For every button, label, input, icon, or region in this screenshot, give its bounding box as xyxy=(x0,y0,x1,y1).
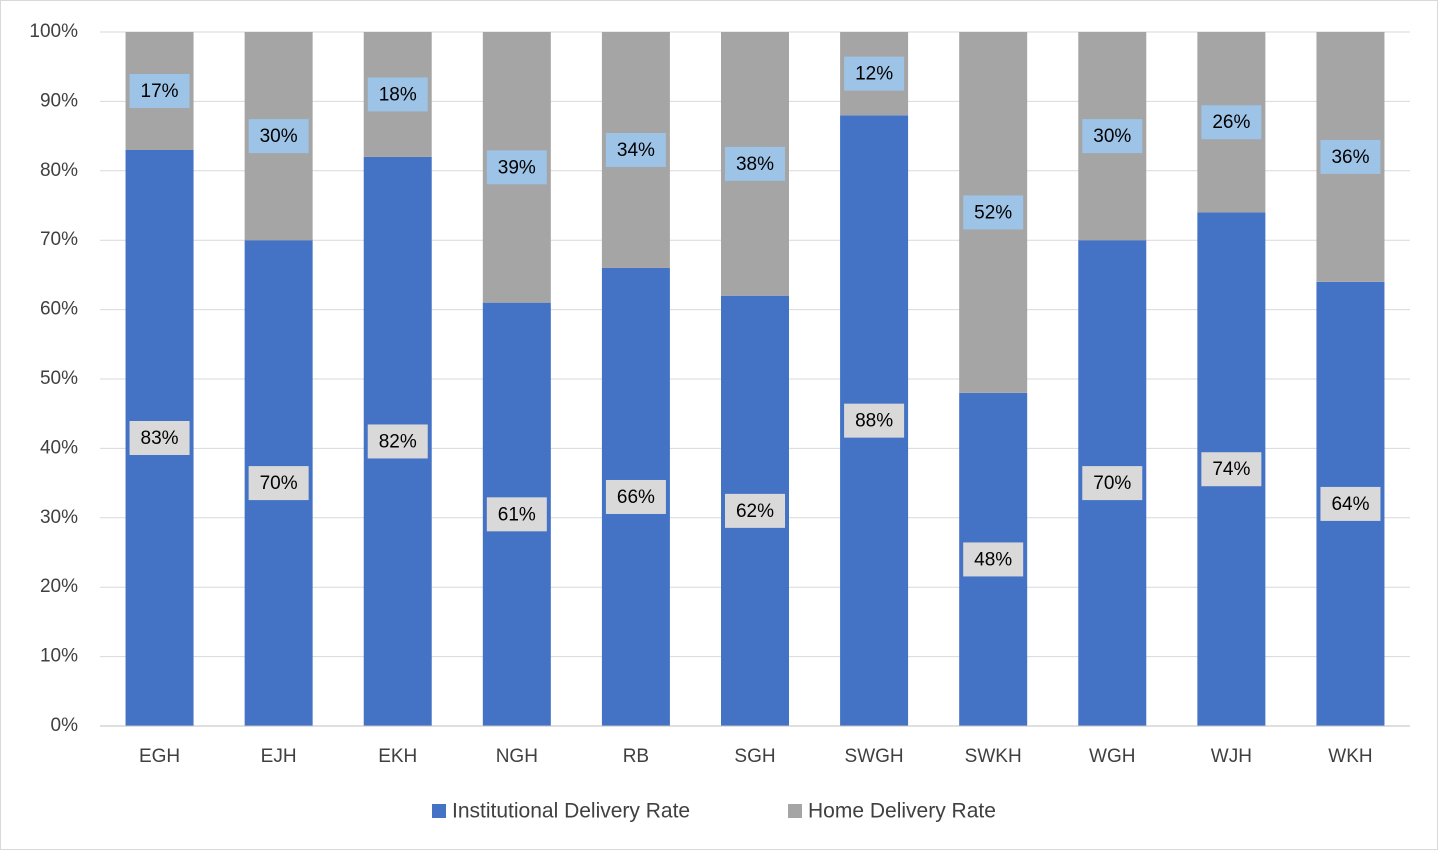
y-tick-label: 40% xyxy=(40,437,78,458)
data-label: 39% xyxy=(498,157,536,178)
x-tick-label: EGH xyxy=(139,746,180,767)
data-label: 70% xyxy=(1093,473,1131,494)
data-label: 66% xyxy=(617,487,655,508)
y-tick-label: 100% xyxy=(29,21,78,42)
data-label: 52% xyxy=(974,202,1012,223)
y-tick-label: 0% xyxy=(51,715,79,736)
legend-swatch xyxy=(432,804,446,818)
data-label: 38% xyxy=(736,154,774,175)
data-label-box xyxy=(486,497,547,532)
data-label: 30% xyxy=(260,126,298,147)
data-label: 26% xyxy=(1212,112,1250,133)
data-label-box xyxy=(367,424,428,459)
data-label: 83% xyxy=(141,428,179,449)
data-label-box xyxy=(1082,466,1143,501)
data-label-box xyxy=(1320,486,1381,521)
data-label-box xyxy=(963,195,1024,230)
x-tick-label: EKH xyxy=(378,746,417,767)
data-label-box xyxy=(367,77,428,112)
data-label-box xyxy=(1201,452,1262,487)
x-tick-label: RB xyxy=(623,746,649,767)
data-label-box xyxy=(486,150,547,185)
data-label-box xyxy=(248,119,309,154)
data-label: 70% xyxy=(260,473,298,494)
data-label: 48% xyxy=(974,549,1012,570)
data-label-box xyxy=(605,479,666,514)
x-tick-label: SWGH xyxy=(845,746,904,767)
data-label-box xyxy=(129,420,190,455)
legend-swatch xyxy=(788,804,802,818)
data-label-box xyxy=(844,56,905,91)
data-label-box xyxy=(248,466,309,501)
y-tick-label: 30% xyxy=(40,507,78,528)
data-label-box xyxy=(725,146,785,181)
x-tick-label: WGH xyxy=(1089,746,1135,767)
data-label: 17% xyxy=(141,81,179,102)
y-tick-label: 90% xyxy=(40,90,78,111)
data-label: 18% xyxy=(379,84,417,105)
data-label-box xyxy=(725,493,785,528)
data-label: 30% xyxy=(1093,126,1131,147)
data-label-box xyxy=(1320,139,1381,174)
data-label-box xyxy=(605,132,666,167)
y-tick-label: 50% xyxy=(40,368,78,389)
legend-label: Home Delivery Rate xyxy=(808,800,996,823)
data-label: 12% xyxy=(855,64,893,85)
x-tick-label: NGH xyxy=(496,746,538,767)
data-label: 88% xyxy=(855,411,893,432)
data-label: 82% xyxy=(379,431,417,452)
data-label-box xyxy=(1201,105,1262,140)
data-label: 62% xyxy=(736,501,774,522)
data-label-box xyxy=(129,73,190,108)
x-tick-label: SGH xyxy=(734,746,775,767)
data-label-box xyxy=(1082,119,1143,154)
data-label: 34% xyxy=(617,140,655,161)
data-label: 74% xyxy=(1212,459,1250,480)
data-label-box xyxy=(844,403,905,438)
legend-label: Institutional Delivery Rate xyxy=(452,800,690,823)
y-tick-label: 60% xyxy=(40,299,78,320)
x-tick-label: EJH xyxy=(261,746,297,767)
data-label: 36% xyxy=(1331,147,1369,168)
data-label-box xyxy=(963,542,1024,577)
x-tick-label: SWKH xyxy=(965,746,1022,767)
y-tick-label: 70% xyxy=(40,229,78,250)
x-tick-label: WJH xyxy=(1211,746,1252,767)
y-tick-label: 20% xyxy=(40,576,78,597)
y-tick-label: 80% xyxy=(40,160,78,181)
data-label: 64% xyxy=(1331,494,1369,515)
x-tick-label: WKH xyxy=(1328,746,1372,767)
data-label: 61% xyxy=(498,504,536,525)
y-tick-label: 10% xyxy=(40,646,78,667)
